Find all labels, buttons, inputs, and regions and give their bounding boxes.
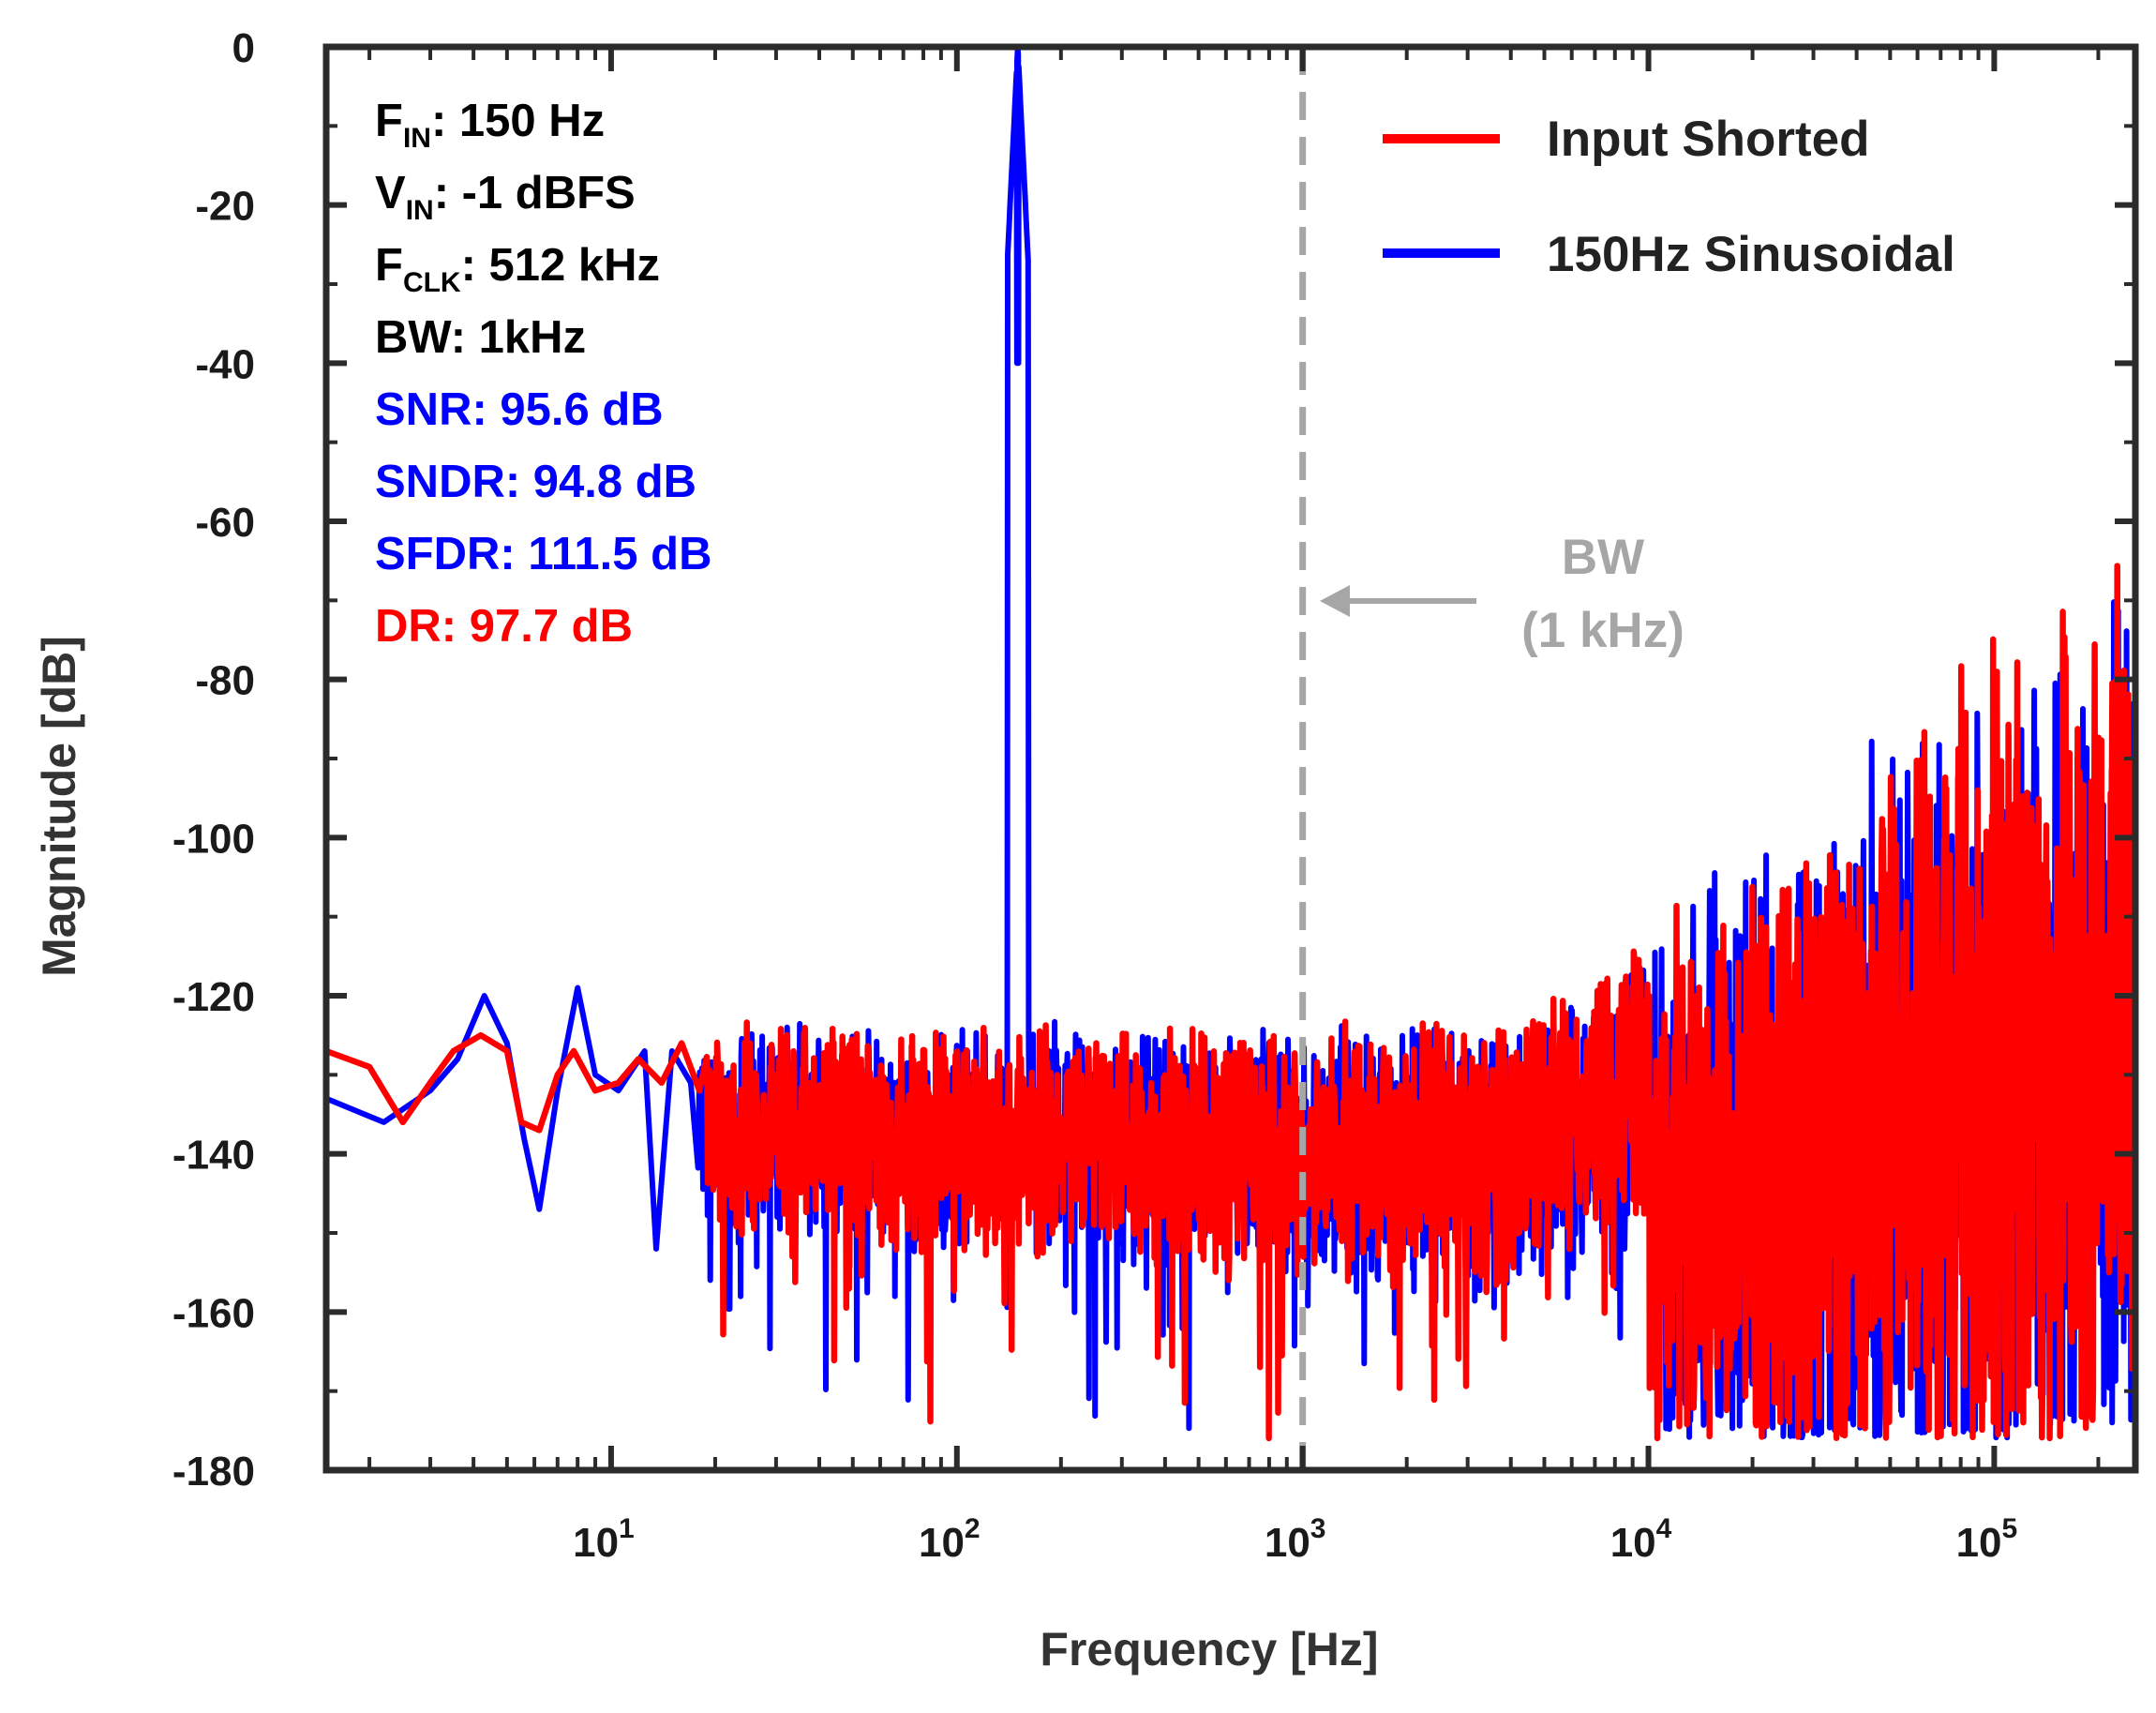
y-tick-label: -120 bbox=[172, 974, 255, 1020]
y-tick-label: -160 bbox=[172, 1290, 255, 1336]
y-tick-label: -100 bbox=[172, 816, 255, 862]
x-tick-label: 105 bbox=[1956, 1513, 2018, 1566]
x-tick-label: 103 bbox=[1265, 1513, 1326, 1566]
y-tick-label: -80 bbox=[195, 658, 255, 704]
y-tick-label: -60 bbox=[195, 500, 255, 546]
x-tick-label-base: 10 bbox=[1610, 1520, 1656, 1566]
x-tick-label-exponent: 5 bbox=[2002, 1513, 2018, 1544]
legend-label-input-shorted: Input Shorted bbox=[1547, 112, 1869, 167]
annotation-fclk-main: F bbox=[375, 240, 403, 291]
plot-area bbox=[322, 43, 2139, 1474]
y-tick-label: -40 bbox=[195, 341, 255, 387]
annotation-vin-sub: IN bbox=[406, 195, 434, 226]
x-tick-label-base: 10 bbox=[573, 1520, 619, 1566]
annotation-vin: VIN: -1 dBFS bbox=[375, 168, 636, 226]
x-tick-label-exponent: 1 bbox=[619, 1513, 635, 1544]
annotation-fclk: FCLK: 512 kHz bbox=[375, 240, 660, 298]
x-tick-label: 102 bbox=[919, 1513, 981, 1566]
annotation-fclk-rest: : 512 kHz bbox=[461, 240, 660, 291]
annotation-fin-rest: : 150 Hz bbox=[431, 96, 605, 146]
x-tick-label: 101 bbox=[573, 1513, 635, 1566]
x-tick-label: 104 bbox=[1610, 1513, 1672, 1566]
x-tick-label-base: 10 bbox=[1265, 1520, 1310, 1566]
x-tick-label-base: 10 bbox=[919, 1520, 965, 1566]
legend: Input Shorted 150Hz Sinusoidal bbox=[1383, 112, 1955, 282]
bw-label: BW (1 kHz) bbox=[1320, 530, 1684, 658]
annotation-sndr: SNDR: 94.8 dB bbox=[375, 457, 696, 507]
annotation-fin-main: F bbox=[375, 96, 403, 146]
annotation-vin-rest: : -1 dBFS bbox=[434, 168, 636, 218]
annotation-sfdr: SFDR: 111.5 dB bbox=[375, 529, 711, 579]
y-tick-label: -20 bbox=[195, 184, 255, 230]
annotation-fin-sub: IN bbox=[403, 123, 431, 154]
annotation-vin-main: V bbox=[375, 168, 406, 218]
annotation-snr: SNR: 95.6 dB bbox=[375, 384, 664, 435]
annotation-fin: FIN: 150 Hz bbox=[375, 96, 605, 154]
annotation-bw: BW: 1kHz bbox=[375, 312, 586, 363]
annotation-fclk-sub: CLK bbox=[403, 267, 461, 298]
bw-label-line1: BW bbox=[1562, 530, 1644, 585]
x-tick-label-exponent: 2 bbox=[965, 1513, 981, 1544]
bw-arrow-head bbox=[1320, 585, 1350, 617]
y-tick-label: 0 bbox=[232, 25, 255, 71]
legend-label-150hz-sinusoidal: 150Hz Sinusoidal bbox=[1547, 227, 1955, 282]
axis-ticks bbox=[326, 44, 2135, 1473]
series-input-shorted bbox=[324, 563, 2138, 1442]
x-axis-label: Frequency [Hz] bbox=[1040, 1623, 1378, 1675]
bw-label-line2: (1 kHz) bbox=[1521, 603, 1684, 658]
annotation-dr: DR: 97.7 dB bbox=[375, 601, 633, 652]
y-tick-label: -180 bbox=[172, 1449, 255, 1495]
series-layer bbox=[324, 44, 2138, 1442]
x-tick-label-exponent: 3 bbox=[1310, 1513, 1326, 1544]
y-tick-label: -140 bbox=[172, 1133, 255, 1179]
annotation-block: FIN: 150 Hz VIN: -1 dBFS FCLK: 512 kHz B… bbox=[375, 96, 711, 652]
x-tick-label-exponent: 4 bbox=[1656, 1513, 1672, 1544]
y-axis-label: Magnitude [dB] bbox=[33, 636, 85, 977]
x-tick-label-base: 10 bbox=[1956, 1520, 2002, 1566]
